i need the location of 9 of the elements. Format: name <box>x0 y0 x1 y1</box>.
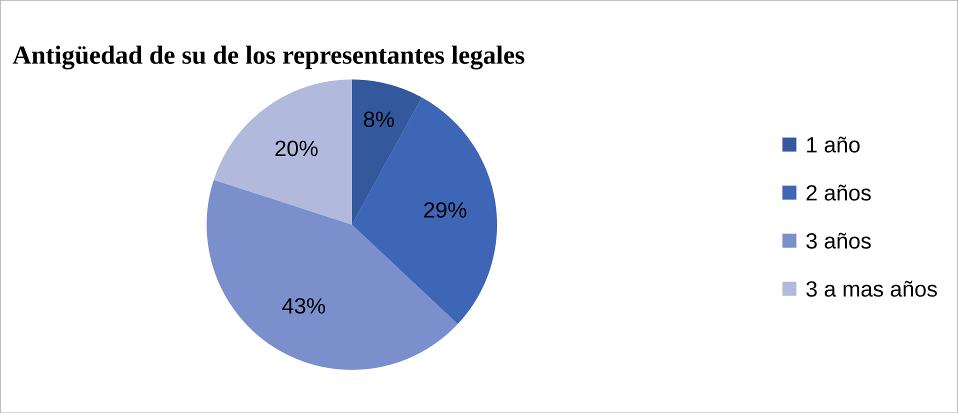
data-label: 8% <box>364 111 394 127</box>
legend-label: 3 años <box>806 232 871 249</box>
chart-title: Antigüedad de su de los representantes legales <box>12 45 524 70</box>
legend-label: 2 años <box>806 184 871 200</box>
legend-label: 3 a mas años <box>806 280 937 297</box>
legend-label: 1 año <box>807 136 860 152</box>
data-label: 43% <box>282 298 326 314</box>
data-label: 20% <box>275 140 318 156</box>
data-label: 29% <box>424 202 466 218</box>
